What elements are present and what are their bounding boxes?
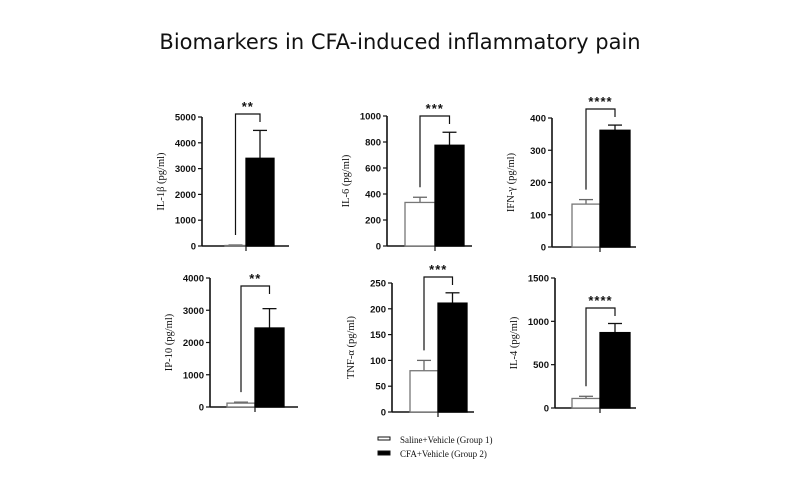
y-axis-label: IL-4 (pg/ml) [509, 316, 520, 369]
y-axis-label: IP-10 (pg/ml) [164, 313, 175, 371]
y-tick-label: 600 [365, 164, 381, 175]
y-tick-label: 500 [533, 360, 549, 371]
legend-label: CFA+Vehicle (Group 2) [400, 449, 487, 459]
y-tick-label: 1000 [528, 317, 549, 328]
bar-group-1 [226, 402, 256, 408]
y-tick-label: 4000 [183, 274, 204, 285]
y-tick-label: 200 [365, 216, 381, 227]
panel-5: 0 50 100 150 200 250 TNF-α (pg/ml) *** [346, 262, 474, 419]
y-tick-label: 0 [191, 242, 196, 253]
significance-stars: **** [588, 293, 612, 308]
legend: Saline+Vehicle (Group 1) CFA+Vehicle (Gro… [377, 435, 493, 459]
significance-stars: *** [429, 262, 447, 277]
y-axis-label: IL-6 (pg/ml) [341, 154, 352, 207]
y-tick-label: 200 [370, 304, 386, 315]
y-tick-label: 1000 [360, 112, 381, 123]
bar-group-1 [224, 244, 247, 247]
y-tick-label: 100 [370, 356, 386, 367]
y-tick-label: 1000 [183, 370, 204, 381]
y-tick-label: 2000 [175, 190, 196, 201]
y-tick-label: 3000 [183, 306, 204, 317]
y-tick-label: 800 [365, 138, 381, 149]
panel-4: 0 1000 2000 3000 4000 IP-10 (pg/ml) ** [164, 271, 298, 414]
y-tick-label: 0 [376, 242, 381, 253]
y-axis-label: IL-1β (pg/ml) [156, 152, 167, 211]
legend-label: Saline+Vehicle (Group 1) [400, 435, 493, 445]
y-tick-label: 4000 [175, 138, 196, 149]
panel-1: 0 1000 2000 3000 4000 5000 IL-1β (pg/ml) ** [156, 99, 289, 253]
y-tick-label: 5000 [175, 113, 196, 124]
panel-3: 0 100 200 300 400 IFN-γ (pg/ml) **** [506, 94, 636, 254]
panel-6: 0 500 1000 1500 IL-4 (pg/ml) **** [509, 274, 636, 415]
bar-group-2 [254, 327, 285, 408]
significance-bracket [585, 307, 616, 387]
y-tick-label: 100 [530, 210, 546, 221]
bar-group-2 [599, 129, 631, 248]
y-axis-label: IFN-γ (pg/ml) [506, 152, 517, 212]
y-tick-label: 0 [381, 408, 386, 419]
y-axis-label: TNF-α (pg/ml) [346, 316, 357, 379]
y-tick-label: 0 [199, 403, 204, 414]
significance-bracket [419, 115, 451, 188]
significance-stars: *** [426, 101, 444, 116]
y-tick-label: 150 [370, 330, 386, 341]
bar-group-2 [245, 157, 275, 247]
y-tick-label: 400 [530, 114, 546, 125]
bar-group-1 [571, 203, 601, 248]
significance-stars: **** [588, 94, 612, 109]
y-tick-label: 0 [544, 404, 549, 415]
panel-2: 0 200 400 600 800 1000 IL-6 (pg/ml) *** [341, 101, 472, 253]
significance-bracket [585, 108, 616, 190]
bar-group-1 [409, 370, 439, 413]
significance-bracket [423, 276, 454, 351]
y-tick-label: 250 [370, 279, 386, 290]
significance-bracket [234, 113, 261, 235]
chart-title: Biomarkers in CFA-induced inflammatory p… [159, 30, 641, 54]
y-tick-label: 300 [530, 146, 546, 157]
bar-group-1 [404, 201, 436, 247]
significance-stars: ** [249, 271, 261, 286]
bar-group-2 [599, 331, 631, 409]
y-tick-label: 2000 [183, 338, 204, 349]
y-tick-label: 0 [541, 243, 546, 254]
bar-group-2 [434, 144, 465, 247]
bar-group-1 [571, 397, 601, 409]
y-tick-label: 1500 [528, 274, 549, 285]
y-tick-label: 1000 [175, 216, 196, 227]
legend-swatch [377, 436, 391, 441]
y-tick-label: 50 [375, 382, 386, 393]
bar-group-2 [437, 302, 468, 413]
y-tick-label: 3000 [175, 164, 196, 175]
significance-stars: ** [242, 99, 254, 114]
significance-bracket [240, 285, 271, 393]
y-tick-label: 200 [530, 178, 546, 189]
legend-swatch [377, 450, 391, 456]
y-tick-label: 400 [365, 190, 381, 201]
